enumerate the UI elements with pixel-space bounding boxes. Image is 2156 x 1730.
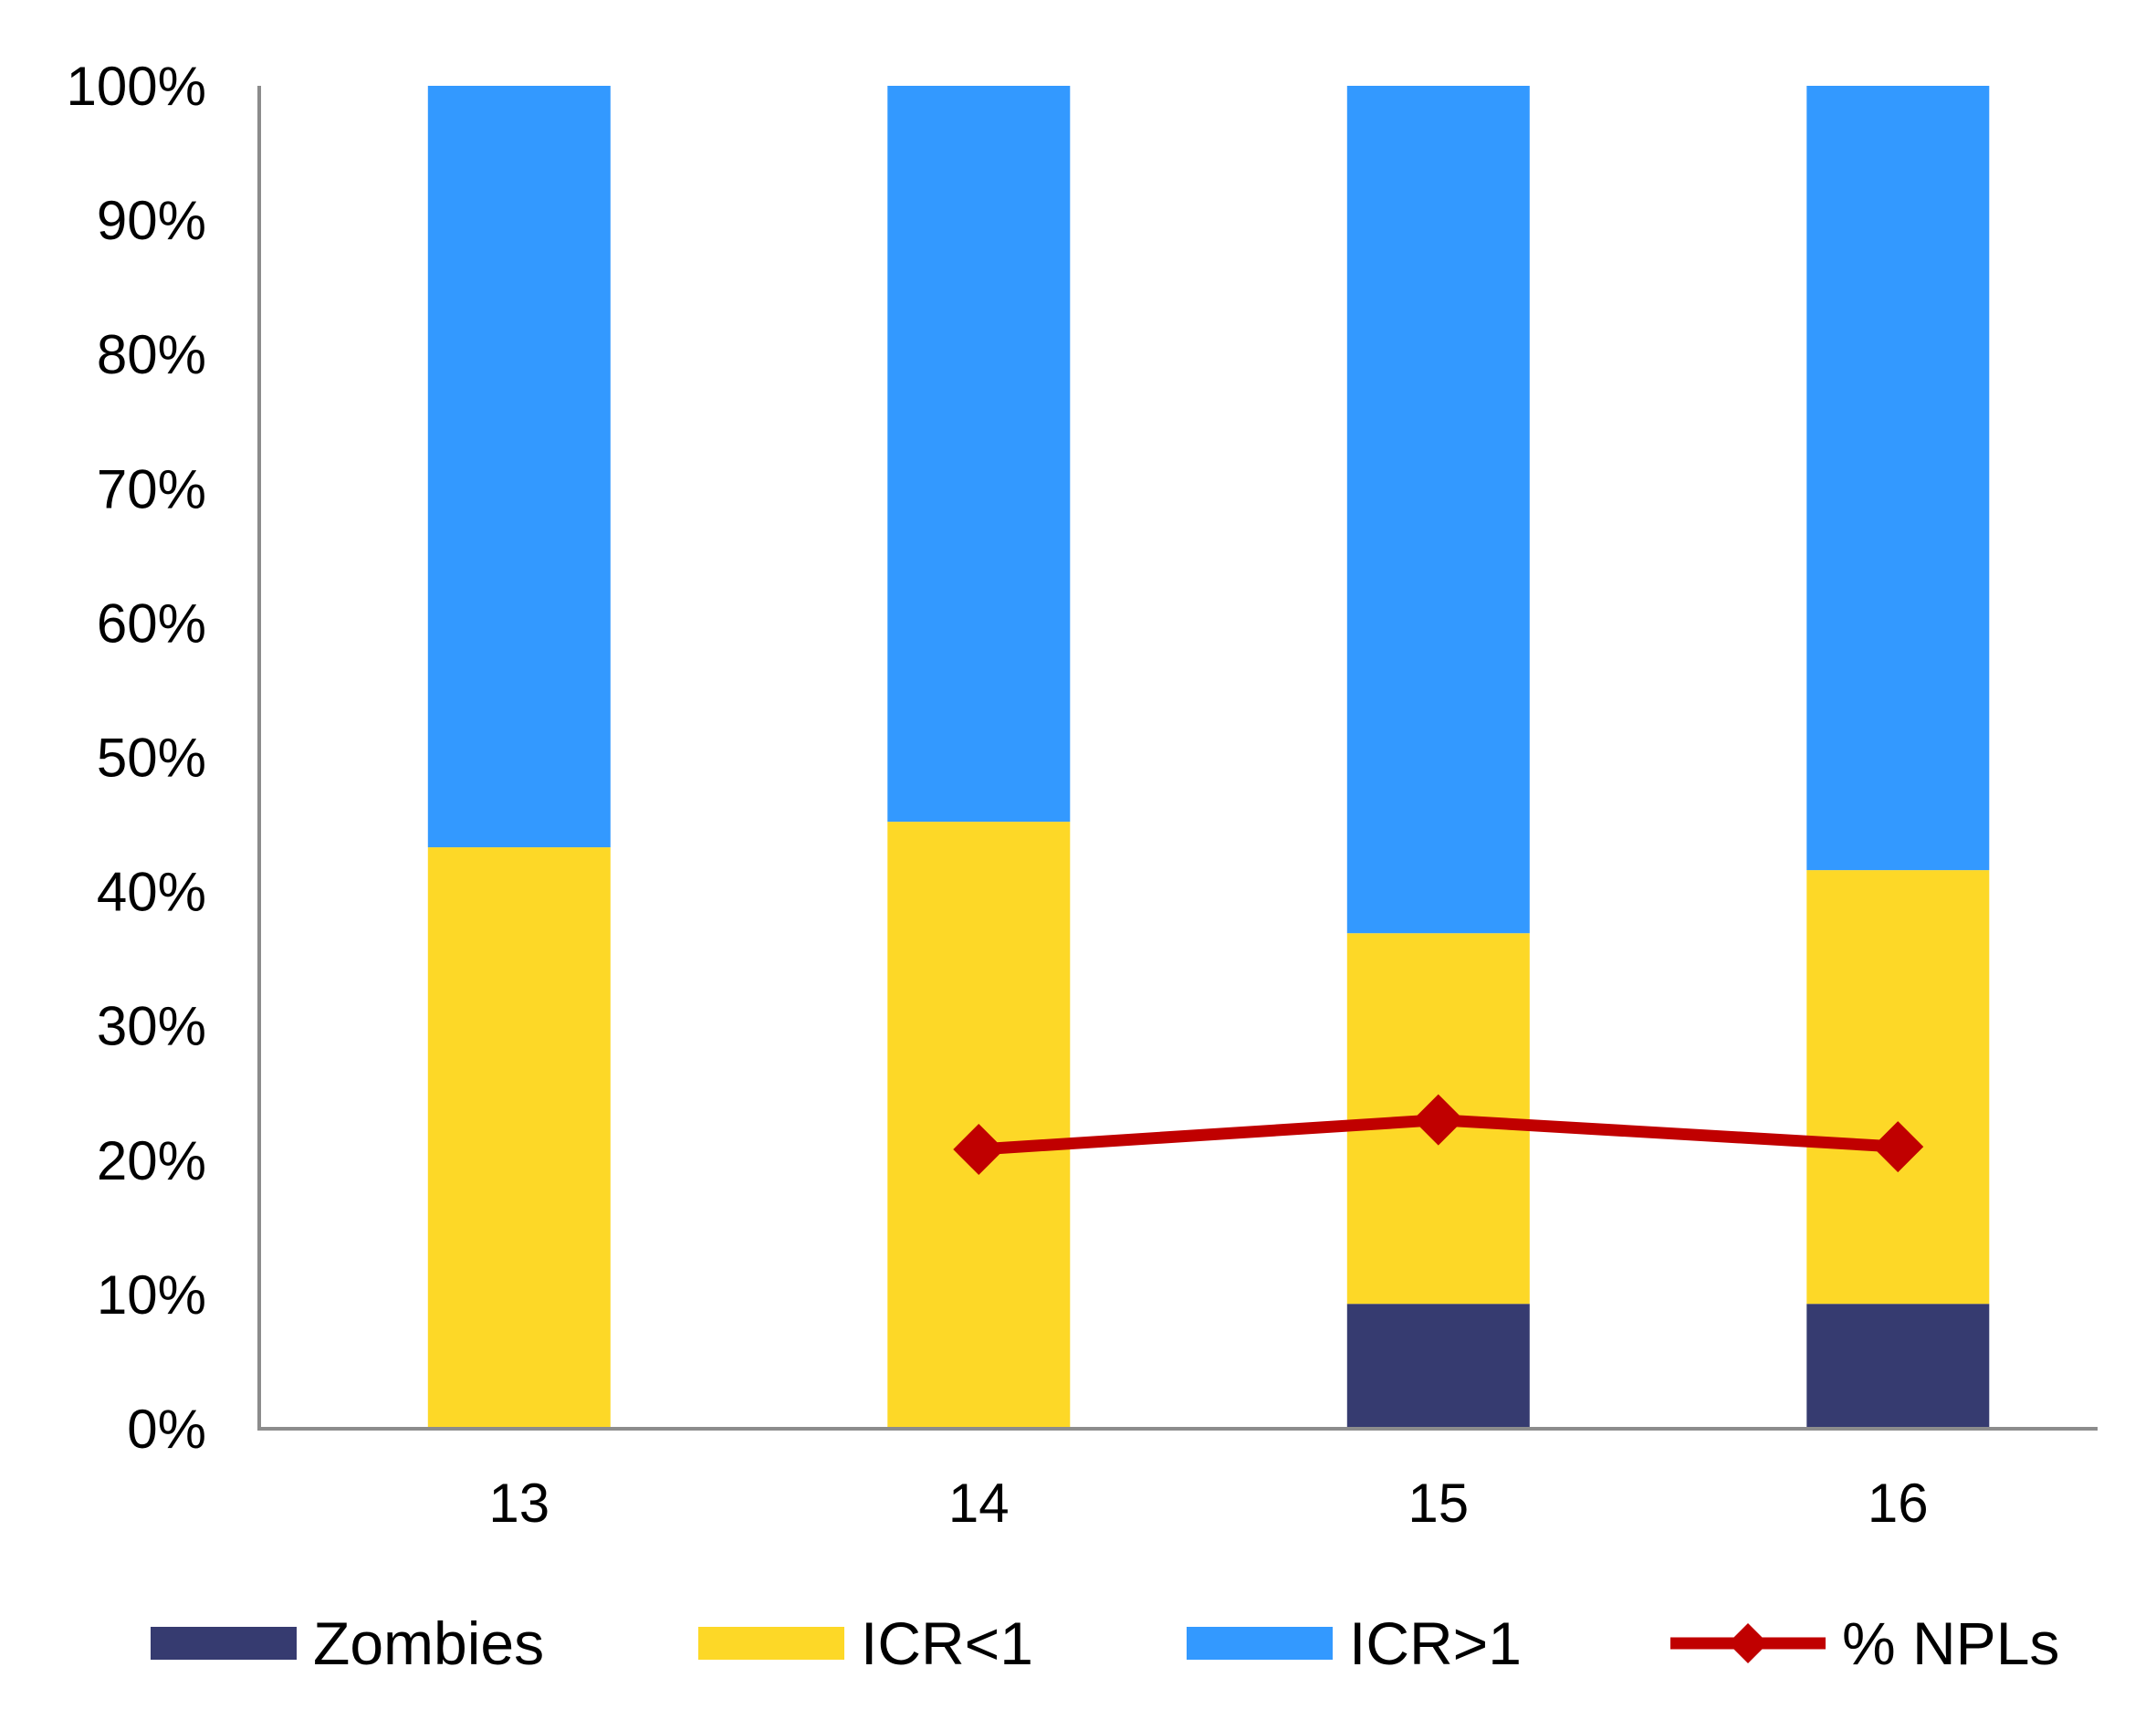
x-tick-label: 13 xyxy=(488,1473,549,1534)
y-tick-label: 30% xyxy=(97,996,206,1057)
y-tick-label: 10% xyxy=(97,1264,206,1326)
legend-swatch-icr-1 xyxy=(1187,1627,1333,1660)
bar-icr-1-16 xyxy=(1806,86,1990,871)
y-tick-label: 20% xyxy=(97,1130,206,1191)
legend-item-npls: % NPLs xyxy=(1670,1609,2059,1677)
bar-icr-1-13 xyxy=(427,847,611,1429)
y-tick-label: 90% xyxy=(97,190,206,251)
legend-label-icr-1: ICR<1 xyxy=(861,1609,1033,1677)
y-tick-label: 80% xyxy=(97,324,206,385)
y-tick-label: 50% xyxy=(97,728,206,789)
legend-label-zombies: Zombies xyxy=(313,1609,544,1677)
legend-swatch-icr-1 xyxy=(698,1627,844,1660)
y-tick-label: 0% xyxy=(127,1399,206,1460)
axes-layer: 0% 10% 20% 30% 40% 50% 60% 70% 80% 90% 100% 13 14 15 1… xyxy=(67,56,2098,1534)
bar-icr-1-16 xyxy=(1806,870,1990,1305)
y-tick-label: 60% xyxy=(97,592,206,654)
x-tick-label: 15 xyxy=(1408,1473,1469,1534)
legend-swatch-zombies xyxy=(151,1627,297,1660)
x-tick-label: 14 xyxy=(948,1473,1010,1534)
bar-zombies-16 xyxy=(1806,1304,1990,1429)
y-tick-label: 40% xyxy=(97,862,206,923)
bar-icr-1-14 xyxy=(887,86,1071,823)
legend-item-icr-1: ICR>1 xyxy=(1187,1609,1522,1677)
bar-icr-1-13 xyxy=(427,86,611,848)
npl-line-layer xyxy=(953,1094,1924,1176)
marker-npls-15 xyxy=(1412,1094,1464,1146)
legend-label-icr-1: ICR>1 xyxy=(1349,1609,1522,1677)
y-tick-label: 70% xyxy=(97,458,206,519)
legend-marker-npls xyxy=(1728,1623,1768,1663)
marker-npls-14 xyxy=(953,1124,1005,1176)
marker-npls-16 xyxy=(1872,1121,1924,1173)
x-tick-label: 16 xyxy=(1868,1473,1929,1534)
legend-label-npls: % NPLs xyxy=(1842,1609,2059,1677)
bar-icr-1-15 xyxy=(1346,86,1530,934)
legend: Zombies ICR<1 ICR>1 % NPLs xyxy=(151,1609,2059,1677)
legend-item-zombies: Zombies xyxy=(151,1609,544,1677)
legend-item-icr-1: ICR<1 xyxy=(698,1609,1033,1677)
bar-zombies-15 xyxy=(1346,1304,1530,1429)
bars-layer xyxy=(427,86,1990,1429)
y-tick-label: 100% xyxy=(67,56,206,117)
